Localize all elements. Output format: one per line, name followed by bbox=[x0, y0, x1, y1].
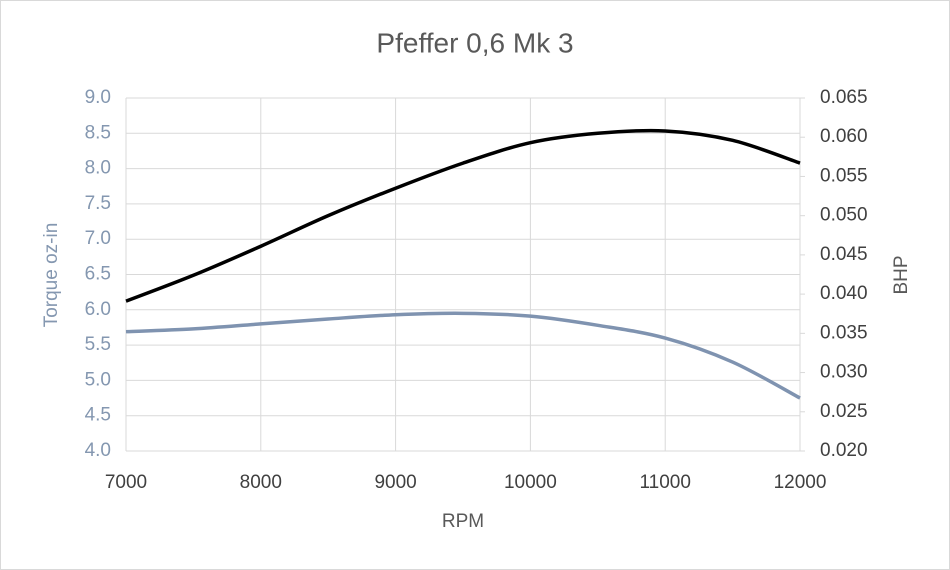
x-tick-label: 11000 bbox=[639, 472, 690, 493]
y2-tick-label: 0.025 bbox=[820, 401, 868, 422]
series-line bbox=[125, 311, 801, 400]
y2-tick-label: 0.060 bbox=[820, 126, 868, 147]
y2-tick-label: 0.050 bbox=[820, 205, 868, 226]
y-tick-label: 4.0 bbox=[85, 440, 111, 461]
y2-tick-label: 0.065 bbox=[820, 87, 868, 108]
x-axis-title: RPM bbox=[442, 511, 484, 532]
y-tick-label: 6.0 bbox=[85, 299, 111, 320]
y-tick-label: 5.5 bbox=[85, 334, 111, 355]
chart-title: Pfeffer 0,6 Mk 3 bbox=[376, 27, 573, 58]
y-tick-label: 4.5 bbox=[85, 405, 111, 426]
series-line bbox=[125, 128, 801, 303]
x-tick-label: 9000 bbox=[374, 472, 416, 493]
y2-tick-label: 0.040 bbox=[820, 283, 868, 304]
x-tick-label: 8000 bbox=[240, 472, 282, 493]
x-tick-label: 7000 bbox=[105, 472, 147, 493]
y2-tick-label: 0.055 bbox=[820, 165, 868, 186]
y-tick-label: 8.0 bbox=[85, 158, 111, 179]
y2-tick-label: 0.030 bbox=[820, 362, 868, 383]
x-tick-label: 10000 bbox=[504, 472, 557, 493]
y2-tick-label: 0.020 bbox=[820, 440, 868, 461]
y-tick-label: 8.5 bbox=[85, 122, 111, 143]
y2-axis-title: BHP bbox=[891, 255, 912, 294]
x-tick-label: 12000 bbox=[774, 472, 827, 493]
y-tick-label: 5.0 bbox=[85, 369, 111, 390]
y-axis-title: Torque oz-in bbox=[41, 223, 62, 328]
y-tick-label: 9.0 bbox=[85, 87, 111, 108]
y2-tick-label: 0.045 bbox=[820, 244, 868, 265]
y-tick-label: 7.0 bbox=[85, 228, 111, 249]
y2-tick-label: 0.035 bbox=[820, 322, 868, 343]
y-tick-label: 7.5 bbox=[85, 193, 111, 214]
y-tick-label: 6.5 bbox=[85, 264, 111, 285]
